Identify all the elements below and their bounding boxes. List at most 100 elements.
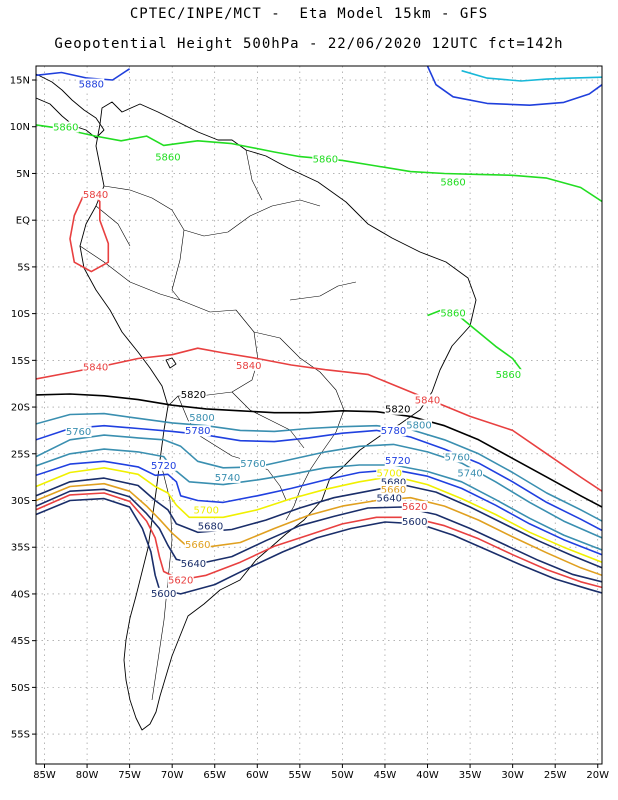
lat-tick-label: 5S xyxy=(17,262,30,273)
contour-label-5740: 5740 xyxy=(215,473,240,484)
contour-label-5600: 5600 xyxy=(151,589,176,600)
contour-label-bg xyxy=(214,471,241,483)
contour-label-5760: 5760 xyxy=(240,459,265,470)
contour-label-bg xyxy=(401,515,428,527)
lat-tick-label: 30S xyxy=(11,496,30,507)
lon-tick-label: 75W xyxy=(118,770,141,781)
contour-label-bg xyxy=(380,425,407,437)
south-america-coastline xyxy=(79,101,477,731)
lon-tick-label: 45W xyxy=(374,770,397,781)
contour-5880 xyxy=(426,66,602,106)
lon-tick-label: 65W xyxy=(203,770,226,781)
contour-label-bg xyxy=(495,369,522,381)
contour-label-bg xyxy=(78,78,105,90)
contour-label-bg xyxy=(240,457,267,469)
axis-ticks: 15N 10N 5N EQ 5S 10S 15S 20S 25S 30S 35S 40S 45S 50S 5… xyxy=(10,76,609,781)
contour-5820 xyxy=(36,393,602,508)
contour-label-5780: 5780 xyxy=(185,426,210,437)
contour-label-5680: 5680 xyxy=(198,522,223,533)
contour-label-5820: 5820 xyxy=(181,390,206,401)
lat-tick-label: 25S xyxy=(11,449,30,460)
lat-lon-grid xyxy=(36,66,602,764)
contour-5760 xyxy=(36,434,602,539)
lat-tick-label: EQ xyxy=(16,216,30,227)
lat-tick-label: 55S xyxy=(11,730,30,741)
map-title-line1: CPTEC/INPE/MCT - Eta Model 15km - GFS xyxy=(129,6,489,22)
contour-5600 xyxy=(36,497,602,595)
contour-5660 xyxy=(36,482,602,577)
contour-label-5820: 5820 xyxy=(385,405,410,416)
contour-label-bg xyxy=(180,388,207,400)
contour-label-bg xyxy=(167,574,194,586)
lat-tick-label: 40S xyxy=(11,589,30,600)
lat-tick-label: 35S xyxy=(11,543,30,554)
lat-tick-label: 15S xyxy=(11,356,30,367)
contour-label-5680: 5680 xyxy=(381,478,406,489)
contour-label-bg xyxy=(188,412,215,424)
lon-tick-label: 60W xyxy=(246,770,269,781)
contour-5800 xyxy=(36,412,602,522)
contour-label-bg xyxy=(184,539,211,551)
contour-label-5640: 5640 xyxy=(376,493,401,504)
contour-label-5640: 5640 xyxy=(181,559,206,570)
contour-label-5880: 5880 xyxy=(79,80,104,91)
contour-label-5860: 5860 xyxy=(313,154,338,165)
contour-label-5760: 5760 xyxy=(66,427,91,438)
contour-label-5720: 5720 xyxy=(385,456,410,467)
lon-tick-label: 70W xyxy=(161,770,184,781)
contour-label-bg xyxy=(82,188,109,200)
lon-tick-label: 25W xyxy=(544,770,567,781)
contour-label-5760: 5760 xyxy=(445,452,470,463)
lat-tick-label: 45S xyxy=(11,636,30,647)
contour-label-bg xyxy=(197,520,224,532)
contour-label-bg xyxy=(376,492,403,504)
contour-label-5600: 5600 xyxy=(402,517,427,528)
lat-tick-label: 15N xyxy=(10,76,30,87)
contour-label-5700: 5700 xyxy=(376,468,401,479)
contour-label-5620: 5620 xyxy=(168,576,193,587)
coastline-and-borders xyxy=(36,73,477,731)
contour-label-5860: 5860 xyxy=(53,123,78,134)
contour-label-5740: 5740 xyxy=(457,468,482,479)
contour-5840 xyxy=(69,191,110,273)
lon-tick-label: 35W xyxy=(459,770,482,781)
contour-label-5840: 5840 xyxy=(236,361,261,372)
contour-label-bg xyxy=(150,587,177,599)
contour-label-5860: 5860 xyxy=(440,308,465,319)
contour-label-bg xyxy=(180,557,207,569)
contour-label-5840: 5840 xyxy=(83,363,108,374)
lon-tick-label: 55W xyxy=(289,770,312,781)
contour-label-bg xyxy=(376,467,403,479)
contour-label-bg xyxy=(184,425,211,437)
lat-tick-label: 5N xyxy=(16,169,30,180)
contour-label-bg xyxy=(401,500,428,512)
contour-label-bg xyxy=(440,176,467,188)
contour-label-bg xyxy=(414,394,441,406)
contour-label-bg xyxy=(406,419,433,431)
contour-5720 xyxy=(36,460,602,556)
contour-5640 xyxy=(36,488,602,583)
lat-tick-label: 20S xyxy=(11,403,30,414)
lon-tick-label: 30W xyxy=(501,770,524,781)
contour-5860 xyxy=(36,124,602,203)
contour-label-bg xyxy=(444,451,471,463)
contour-label-bg xyxy=(312,153,339,165)
contour-5880 xyxy=(461,69,602,82)
contour-label-5700: 5700 xyxy=(193,506,218,517)
lon-tick-label: 20W xyxy=(586,770,609,781)
contour-label-bg xyxy=(235,359,262,371)
contour-label-bg xyxy=(380,484,407,496)
contour-label-bg xyxy=(440,307,467,319)
contour-label-bg xyxy=(384,455,411,467)
contour-5700 xyxy=(36,467,602,563)
contour-label-5860: 5860 xyxy=(496,370,521,381)
contour-label-5720: 5720 xyxy=(151,461,176,472)
lake-titicaca xyxy=(165,357,177,369)
contour-label-bg xyxy=(82,361,109,373)
contour-label-5800: 5800 xyxy=(406,421,431,432)
lon-tick-label: 85W xyxy=(33,770,56,781)
contour-label-bg xyxy=(457,467,484,479)
contour-5780 xyxy=(36,424,602,532)
contour-label-5780: 5780 xyxy=(381,426,406,437)
